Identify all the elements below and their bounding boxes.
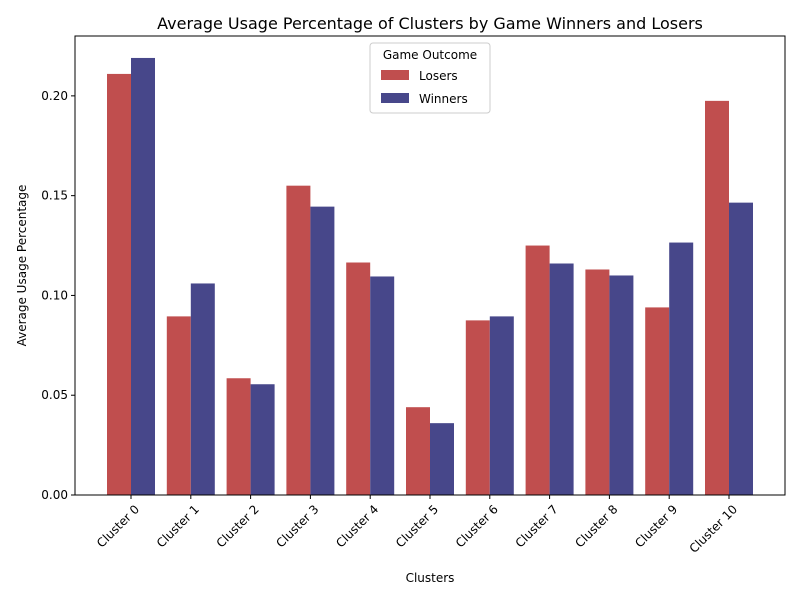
bar-winners-6	[489, 316, 514, 495]
bars-group	[107, 57, 753, 495]
x-tick-label: Cluster 0	[94, 502, 142, 550]
bar-winners-10	[729, 202, 753, 495]
bar-losers-9	[645, 307, 670, 495]
bar-winners-9	[669, 242, 694, 495]
x-tick-label: Cluster 7	[513, 502, 561, 550]
y-tick-label: 0.20	[41, 89, 68, 103]
bar-losers-3	[286, 185, 311, 495]
plot-frame	[74, 35, 786, 496]
bar-losers-0	[107, 73, 131, 495]
bar-winners-1	[190, 283, 215, 495]
bar-losers-1	[166, 316, 191, 495]
x-tick-label: Cluster 5	[393, 502, 441, 550]
bar-winners-0	[131, 57, 155, 495]
bar-winners-3	[310, 206, 335, 495]
x-tick-label: Cluster 1	[154, 502, 202, 550]
x-axis-label: Clusters	[406, 571, 455, 585]
x-tick-label: Cluster 10	[687, 502, 741, 556]
y-tick-label: 0.00	[41, 488, 68, 502]
y-axis-label: Average Usage Percentage	[15, 185, 29, 347]
bar-winners-7	[549, 263, 574, 495]
bar-losers-10	[705, 100, 729, 495]
x-tick-label: Cluster 4	[333, 502, 381, 550]
x-tick-label: Cluster 8	[572, 502, 620, 550]
legend: Game Outcome Losers Winners	[369, 42, 491, 114]
bar-winners-4	[370, 276, 395, 495]
x-tick-label: Cluster 6	[453, 502, 501, 550]
x-tick-label: Cluster 3	[273, 502, 321, 550]
bar-losers-8	[585, 269, 610, 495]
bar-losers-6	[465, 320, 490, 495]
legend-swatch-winners	[381, 93, 409, 103]
legend-swatch-losers	[381, 70, 409, 80]
bar-winners-2	[250, 384, 275, 495]
bar-losers-2	[226, 378, 251, 495]
y-axis-ticks: 0.00 0.05 0.10 0.15 0.20	[41, 89, 75, 502]
bar-losers-5	[406, 407, 430, 495]
y-tick-label: 0.15	[41, 189, 68, 203]
x-tick-label: Cluster 2	[214, 502, 262, 550]
legend-label-winners: Winners	[419, 92, 468, 106]
y-tick-label: 0.10	[41, 288, 68, 302]
x-axis-ticks: Cluster 0 Cluster 1 Cluster 2 Cluster 3 Clus…	[94, 495, 740, 556]
legend-label-losers: Losers	[419, 69, 458, 83]
y-tick-label: 0.05	[41, 388, 68, 402]
bar-winners-8	[609, 275, 634, 495]
bar-losers-7	[525, 245, 550, 495]
legend-title: Game Outcome	[383, 48, 477, 62]
bar-winners-5	[430, 423, 454, 495]
x-tick-label: Cluster 9	[632, 502, 680, 550]
bar-losers-4	[346, 262, 371, 495]
chart-title: Average Usage Percentage of Clusters by …	[157, 14, 703, 33]
